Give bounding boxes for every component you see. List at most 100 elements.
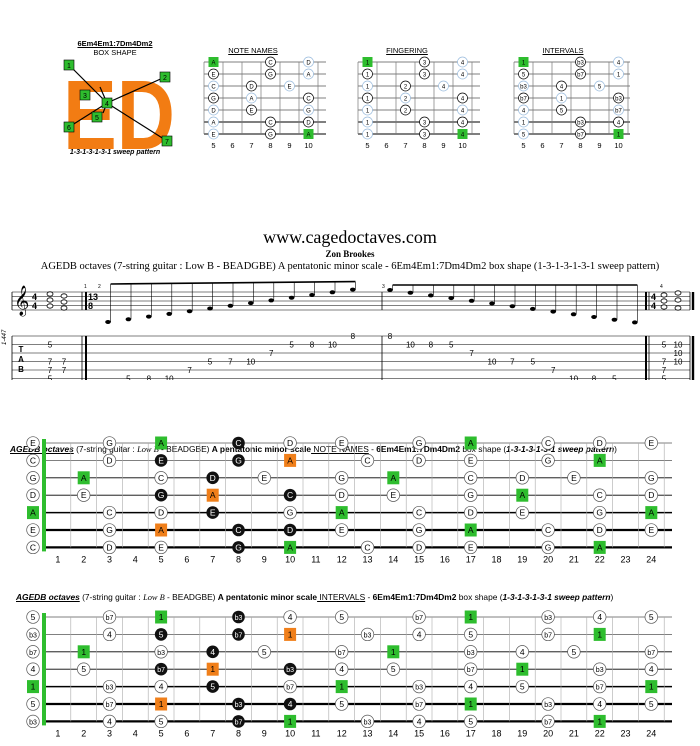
scale-note-circle: [154, 714, 168, 729]
mini-fret-number: 8: [422, 141, 426, 150]
note-label: 5: [210, 682, 215, 692]
mini-note-label: D: [306, 121, 311, 127]
note-label: 5: [159, 629, 164, 639]
mini-note-label: 1: [366, 133, 370, 139]
scale-note-circle: [412, 505, 426, 520]
mini-fret-number: 5: [365, 141, 369, 150]
note-beam: [110, 280, 356, 285]
mini-note-circle: [208, 80, 219, 92]
scale-note-circle: [464, 471, 478, 485]
mini-note-circle: [303, 104, 314, 116]
scale-note-circle: [515, 471, 529, 485]
scale-note-circle: [541, 453, 555, 468]
mini-note-label: 1: [617, 133, 621, 139]
scale-note-circle: [154, 679, 168, 694]
fretboard-note: A: [284, 540, 297, 554]
fretboard-note: 4: [644, 662, 658, 676]
fret-number: 20: [543, 554, 553, 564]
scale-note-head: [186, 309, 193, 314]
note-label: E: [390, 490, 396, 500]
mini-note-label: E: [211, 73, 215, 79]
scale-note-head: [611, 317, 618, 322]
scale-note-circle: [644, 697, 658, 711]
box-note-circle: [283, 662, 297, 676]
mini-note-circle: [457, 68, 468, 80]
fretboard-note: C: [412, 505, 426, 520]
tab-fret-number: 5: [289, 341, 294, 350]
fretboard-note: E: [386, 488, 400, 502]
root-note-square: [155, 436, 168, 450]
fretboard-note: 4: [102, 714, 117, 729]
fretboard-note: C: [593, 488, 607, 502]
fret-number: 2: [81, 728, 86, 738]
board-title-part: A pentatonic minor scale: [211, 444, 312, 454]
root-note-square: [335, 680, 348, 694]
fretboard-note: 1: [77, 645, 90, 659]
scale-note-circle: [515, 679, 529, 694]
fretboard-note: A: [155, 523, 168, 537]
fret-number: 9: [262, 554, 267, 564]
note-label: G: [235, 455, 242, 465]
mini-note-circle: [208, 104, 219, 116]
note-label: 4: [417, 716, 422, 726]
scale-note-circle: [567, 471, 581, 485]
fret-number: 11: [311, 728, 320, 738]
mini-note-circle: [303, 68, 314, 80]
measure-number: 4: [660, 284, 663, 290]
mini-note-circle: [457, 56, 468, 68]
scale-note-circle: [593, 662, 607, 676]
fretboard-note: G: [154, 488, 168, 502]
note-label: 5: [520, 682, 525, 692]
scale-note-circle: [335, 697, 349, 711]
mini-note-label: G: [306, 109, 311, 115]
note-label: b3: [29, 719, 37, 726]
box-note-circle: [154, 488, 168, 502]
note-label: b3: [364, 719, 372, 726]
note-label: b3: [157, 650, 165, 657]
note-label: C: [287, 490, 293, 500]
chord-note-head: [46, 303, 54, 309]
scale-note-circle: [360, 540, 375, 555]
fret-number: 5: [159, 728, 164, 738]
scale-note-circle: [593, 505, 607, 520]
scale-note-circle: [154, 505, 168, 520]
mini-note-circle: [518, 116, 529, 128]
scale-note-circle: [335, 662, 349, 676]
shape-number-square: [79, 89, 91, 101]
fret-number: 15: [414, 728, 424, 738]
box-note-circle: [232, 454, 245, 467]
fretboard-note: 1: [155, 610, 168, 624]
fretboard-note: E: [464, 453, 478, 468]
note-label: 5: [468, 629, 473, 639]
tab-fret-number: 5: [48, 341, 53, 350]
fretboard-note: A: [593, 453, 606, 467]
mini-note-circle: [265, 116, 276, 128]
mini-fret-number: 6: [230, 141, 234, 150]
note-label: 1: [391, 647, 396, 657]
scale-note-circle: [26, 662, 40, 676]
note-label: A: [210, 490, 216, 500]
note-label: C: [364, 455, 370, 465]
fretboard-note: G: [541, 540, 555, 555]
intervals-fretboard: 1 2 3 4 5 6 7 8 9 10 11 12 13 14 15 16 17 18 19 20 21 22 23 245…: [26, 610, 672, 738]
fret-number: 23: [620, 554, 630, 564]
root-note-square: [155, 610, 168, 624]
site-url[interactable]: www.cagedoctaves.com: [263, 227, 437, 247]
board-title-part: (7-string guitar :: [79, 592, 144, 602]
fretboard-note: G: [335, 471, 349, 485]
mini-note-circle: [613, 104, 624, 116]
scale-note-circle: [26, 488, 40, 502]
mini-note-label: 3: [423, 61, 427, 67]
shape-number-label: 1: [67, 63, 71, 70]
note-label: E: [261, 473, 267, 483]
root-note-square: [593, 453, 606, 467]
note-label: G: [545, 455, 552, 465]
mini-note-circle: [303, 56, 314, 68]
note-label: 5: [339, 612, 344, 622]
tab-fret-number: 7: [662, 358, 667, 367]
note-label: b7: [596, 685, 604, 692]
mini-note-label: 5: [598, 85, 602, 91]
mini-diagrams: 5 6 7 8 9 10 A C D E G A C D E G A C D E G A C D E G A 5 6 7 8 9 10 1 3 4 1 3…: [203, 56, 630, 150]
mini-note-label: D: [249, 85, 254, 91]
mini-fret-number: 5: [211, 141, 215, 150]
